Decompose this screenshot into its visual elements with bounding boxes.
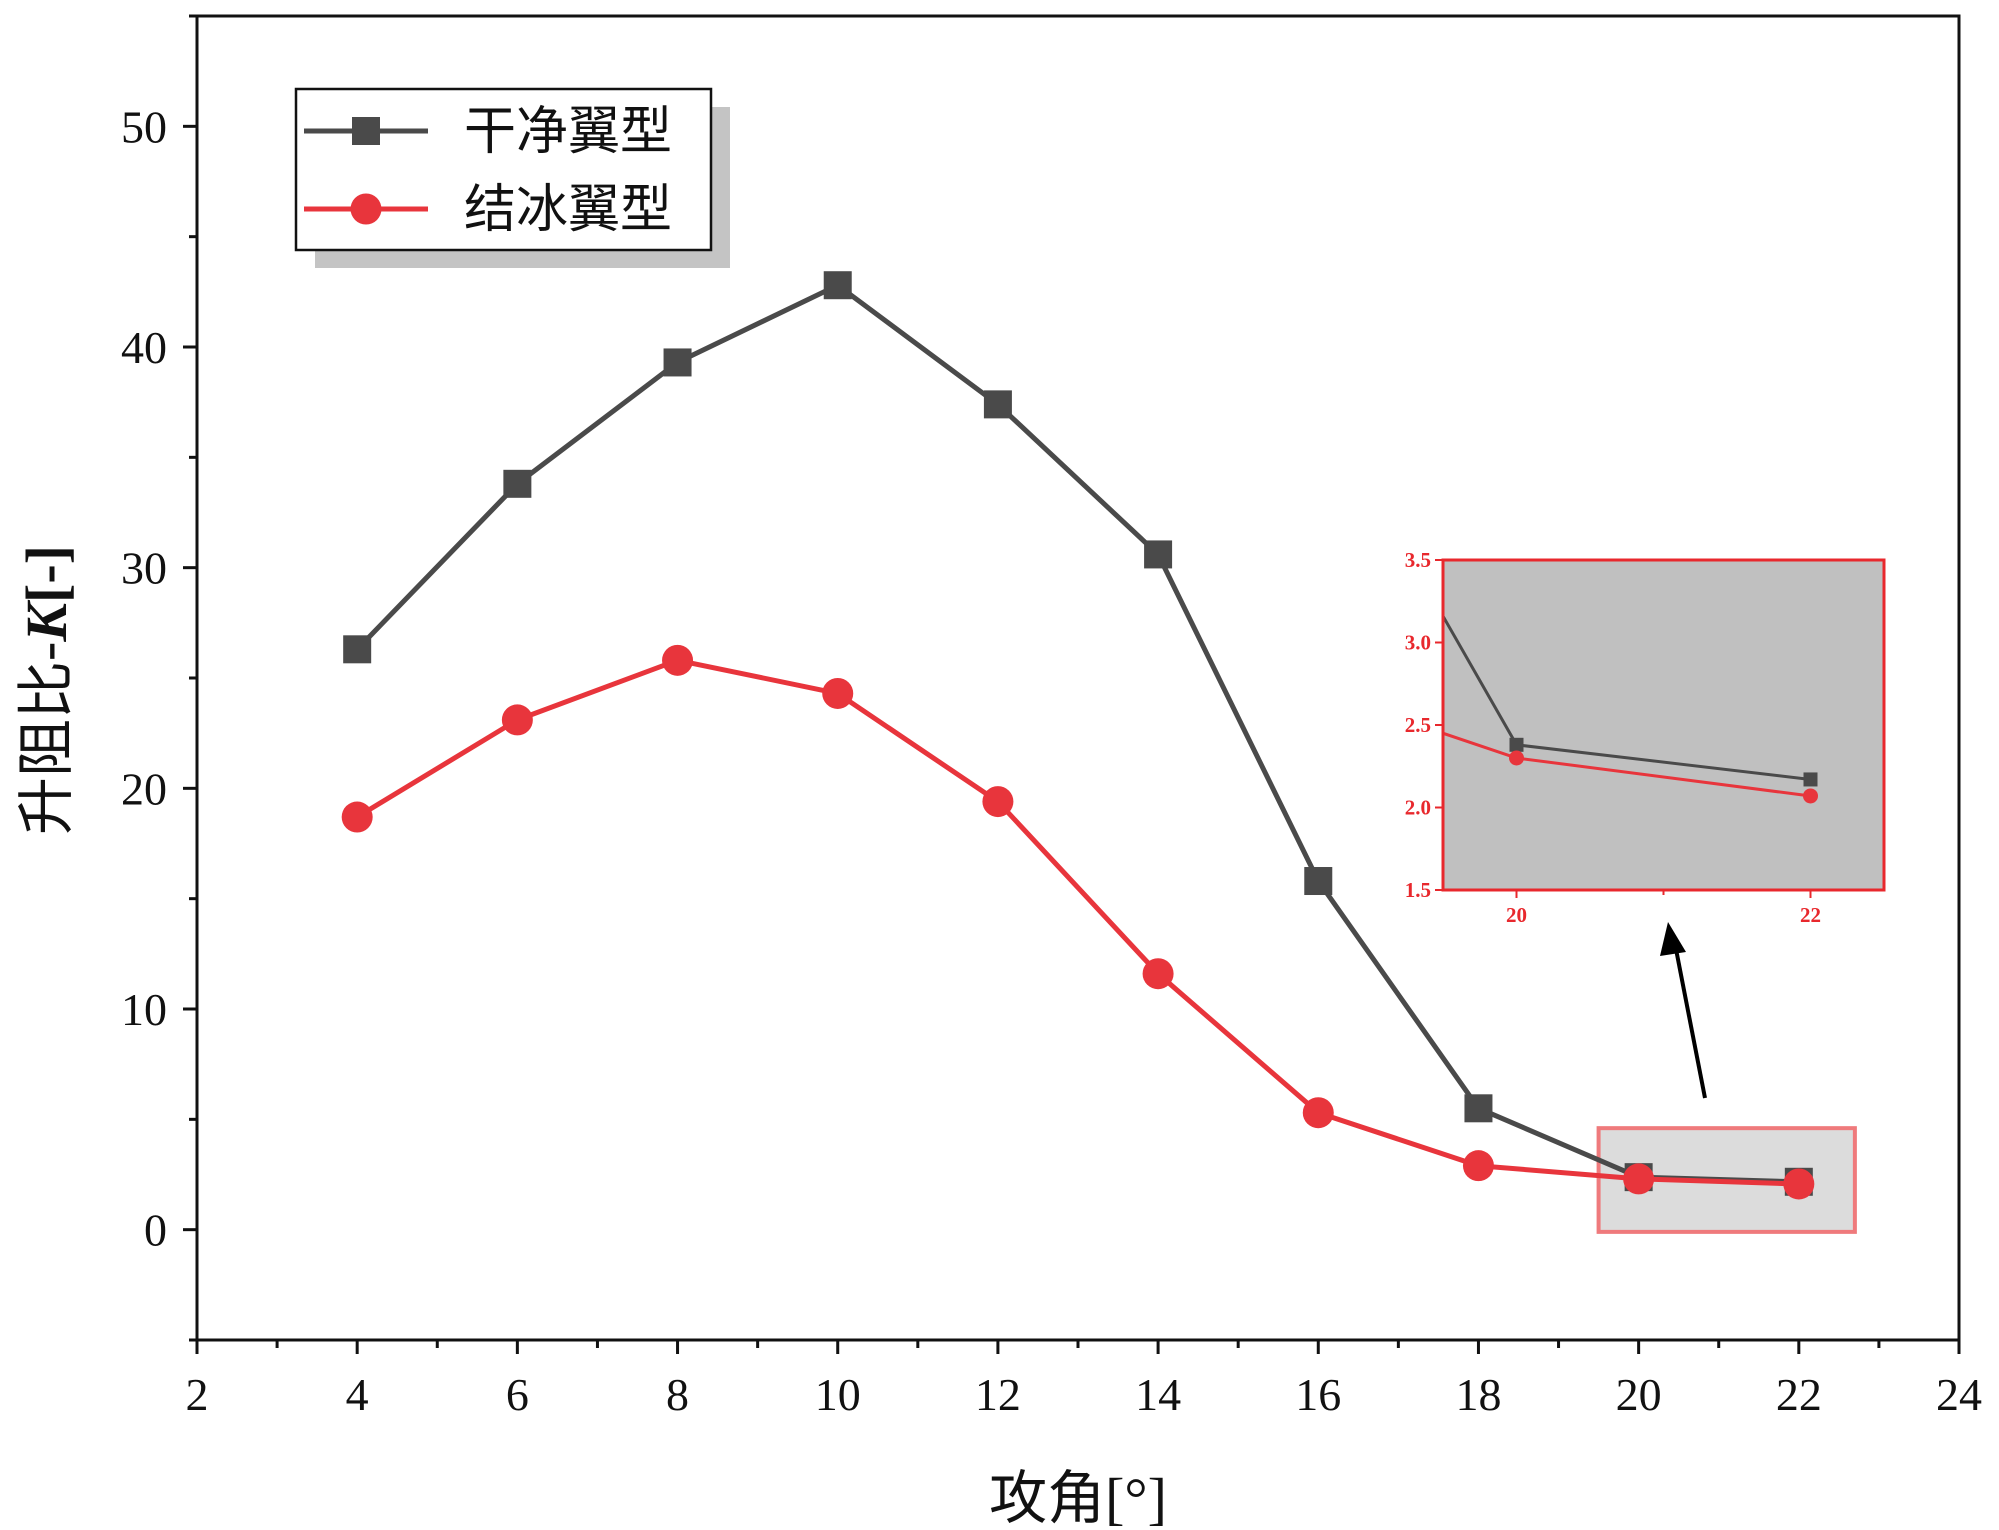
series-line-1 (355, 282, 1799, 1185)
data-point-circle (1302, 1097, 1334, 1129)
y-tick-label: 20 (121, 763, 167, 814)
data-point-square (663, 348, 692, 377)
data-point-square (343, 635, 372, 664)
legend-label-2: 结冰翼型 (464, 180, 672, 240)
inset-y-tick-label: 2.5 (1405, 713, 1431, 737)
inset-data-point-circle (1509, 750, 1524, 766)
axis-titles: 攻角[°] 升阻比-K[-] (14, 545, 1167, 1530)
data-point-circle (1783, 1168, 1815, 1200)
data-point-square (823, 271, 852, 300)
y-tick-label: 30 (121, 543, 167, 594)
y-axis-title-symbol: K (14, 600, 79, 643)
inset-data-point-square (1509, 737, 1524, 752)
series-layer (341, 271, 1815, 1200)
data-point-circle (501, 704, 533, 736)
x-tick-label: 4 (346, 1369, 369, 1420)
legend-marker-circle (350, 193, 382, 225)
x-axis-title: 攻角[°] (989, 1466, 1167, 1530)
data-point-circle (982, 786, 1014, 818)
inset-background (1443, 560, 1884, 890)
inset-data-point-circle (1803, 788, 1818, 804)
x-tick-label: 20 (1616, 1369, 1662, 1420)
y-tick-label: 50 (121, 101, 167, 152)
data-point-circle (1623, 1163, 1655, 1195)
inset-y-tick-label: 2.0 (1405, 796, 1431, 820)
inset-x-tick-label: 22 (1800, 903, 1821, 927)
x-tick-label: 18 (1455, 1369, 1501, 1420)
pointer-arrow-shaft (1673, 943, 1707, 1099)
legend-marker-square (352, 117, 380, 145)
data-point-circle (1142, 958, 1174, 990)
x-tick-label: 8 (666, 1369, 689, 1420)
inset-y-tick-label: 3.5 (1405, 548, 1431, 572)
data-point-square (1304, 867, 1333, 896)
inset-y-tick-label: 3.0 (1405, 631, 1431, 655)
x-tick-label: 2 (186, 1369, 209, 1420)
data-point-square (983, 390, 1012, 419)
y-axis-title-main: 升阻比- (14, 642, 79, 835)
pointer-arrow-head (1660, 922, 1686, 956)
x-tick-label: 22 (1776, 1369, 1822, 1420)
x-tick-label: 10 (815, 1369, 861, 1420)
y-axis-title-unit: [-] (14, 545, 79, 603)
y-tick-label: 0 (144, 1205, 167, 1256)
data-point-circle (662, 644, 694, 676)
x-tick-label: 6 (506, 1369, 529, 1420)
series-line-2 (355, 657, 1799, 1187)
data-point-circle (822, 677, 854, 709)
data-point-circle (341, 801, 373, 833)
inset-series-group (1443, 613, 1818, 804)
inset-layer: 1.5 2.0 2.5 3.0 3.5 20 22 (1405, 548, 1886, 1099)
y-tick-label: 40 (121, 322, 167, 373)
x-tick-label: 14 (1135, 1369, 1181, 1420)
y-tick-label: 10 (121, 984, 167, 1035)
legend-label-1: 干净翼型 (464, 102, 672, 162)
inset-x-tick-label: 20 (1506, 903, 1527, 927)
data-point-circle (1462, 1150, 1494, 1182)
inset-data-point-square (1803, 772, 1818, 787)
inset-y-tick-label: 1.5 (1405, 878, 1431, 902)
y-axis-title: 升阻比-K[-] (14, 545, 79, 835)
data-point-square (503, 469, 532, 498)
x-tick-label: 12 (975, 1369, 1021, 1420)
data-point-square (1464, 1094, 1493, 1123)
x-tick-label: 24 (1936, 1369, 1982, 1420)
x-tick-label: 16 (1295, 1369, 1341, 1420)
data-point-square (1144, 540, 1173, 569)
